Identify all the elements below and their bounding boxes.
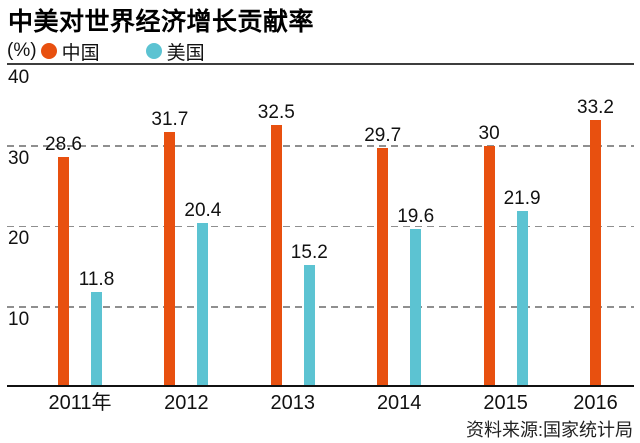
value-label-中国-2015: 30	[478, 122, 500, 144]
x-axis-label-2014: 2014	[376, 392, 422, 414]
value-label-美国-2012: 20.4	[184, 199, 222, 221]
bar-中国-2015	[483, 145, 495, 387]
gridline-10	[7, 306, 634, 308]
y-tick-label-10: 10	[8, 308, 30, 330]
value-label-中国-2013: 32.5	[257, 102, 295, 124]
value-label-中国-2012: 31.7	[151, 108, 189, 130]
gridline-40-solid	[7, 63, 634, 65]
gridline-30	[7, 145, 634, 147]
bar-美国-2013	[303, 264, 315, 387]
legend-dot-usa-icon	[145, 43, 162, 59]
value-label-美国-2014: 19.6	[397, 206, 435, 228]
value-label-美国-2011年: 11.8	[78, 269, 115, 290]
y-tick-label-30: 30	[8, 147, 30, 169]
value-label-中国-2011年: 28.6	[45, 133, 82, 155]
bar-美国-2011年	[91, 292, 102, 387]
legend: (%) 中国 美国	[7, 39, 205, 64]
value-label-中国-2016: 33.2	[577, 96, 614, 118]
y-tick-label-40: 40	[8, 67, 30, 88]
x-axis-line	[7, 384, 634, 387]
x-axis-label-2015: 2015	[483, 392, 528, 414]
x-axis-label-2011年: 2011年	[48, 392, 112, 414]
gridline-20	[7, 225, 634, 227]
x-axis-label-2016: 2016	[573, 392, 618, 414]
bar-中国-2012	[164, 131, 176, 387]
legend-dot-china-icon	[40, 43, 57, 59]
bar-中国-2011年	[58, 156, 69, 387]
y-axis-unit-label: (%)	[7, 40, 37, 61]
value-label-美国-2013: 15.2	[290, 241, 328, 263]
bar-美国-2012	[197, 222, 209, 387]
value-label-中国-2014: 29.7	[364, 124, 402, 146]
bar-美国-2015	[516, 210, 528, 387]
x-axis-label-2012: 2012	[164, 392, 209, 414]
x-axis-label-2013: 2013	[270, 392, 316, 414]
bar-中国-2014	[377, 147, 389, 387]
source-note: 资料来源:国家统计局	[465, 420, 633, 440]
bar-美国-2014	[410, 229, 422, 387]
y-tick-label-20: 20	[8, 228, 30, 249]
legend-label-usa: 美国	[166, 42, 205, 64]
chart-title: 中美对世界经济增长贡献率	[8, 8, 315, 36]
bar-中国-2013	[270, 125, 282, 387]
bar-中国-2016	[590, 119, 601, 387]
legend-label-china: 中国	[61, 42, 100, 64]
value-label-美国-2015: 21.9	[503, 187, 541, 209]
